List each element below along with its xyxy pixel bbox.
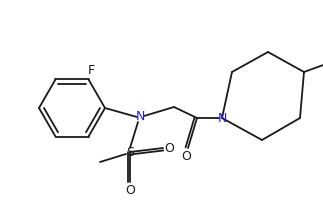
Text: O: O bbox=[125, 184, 135, 198]
Text: N: N bbox=[217, 112, 227, 124]
Text: O: O bbox=[164, 143, 174, 155]
Text: F: F bbox=[88, 64, 95, 77]
Text: S: S bbox=[126, 146, 134, 158]
Text: O: O bbox=[181, 149, 191, 163]
Text: N: N bbox=[135, 111, 145, 123]
